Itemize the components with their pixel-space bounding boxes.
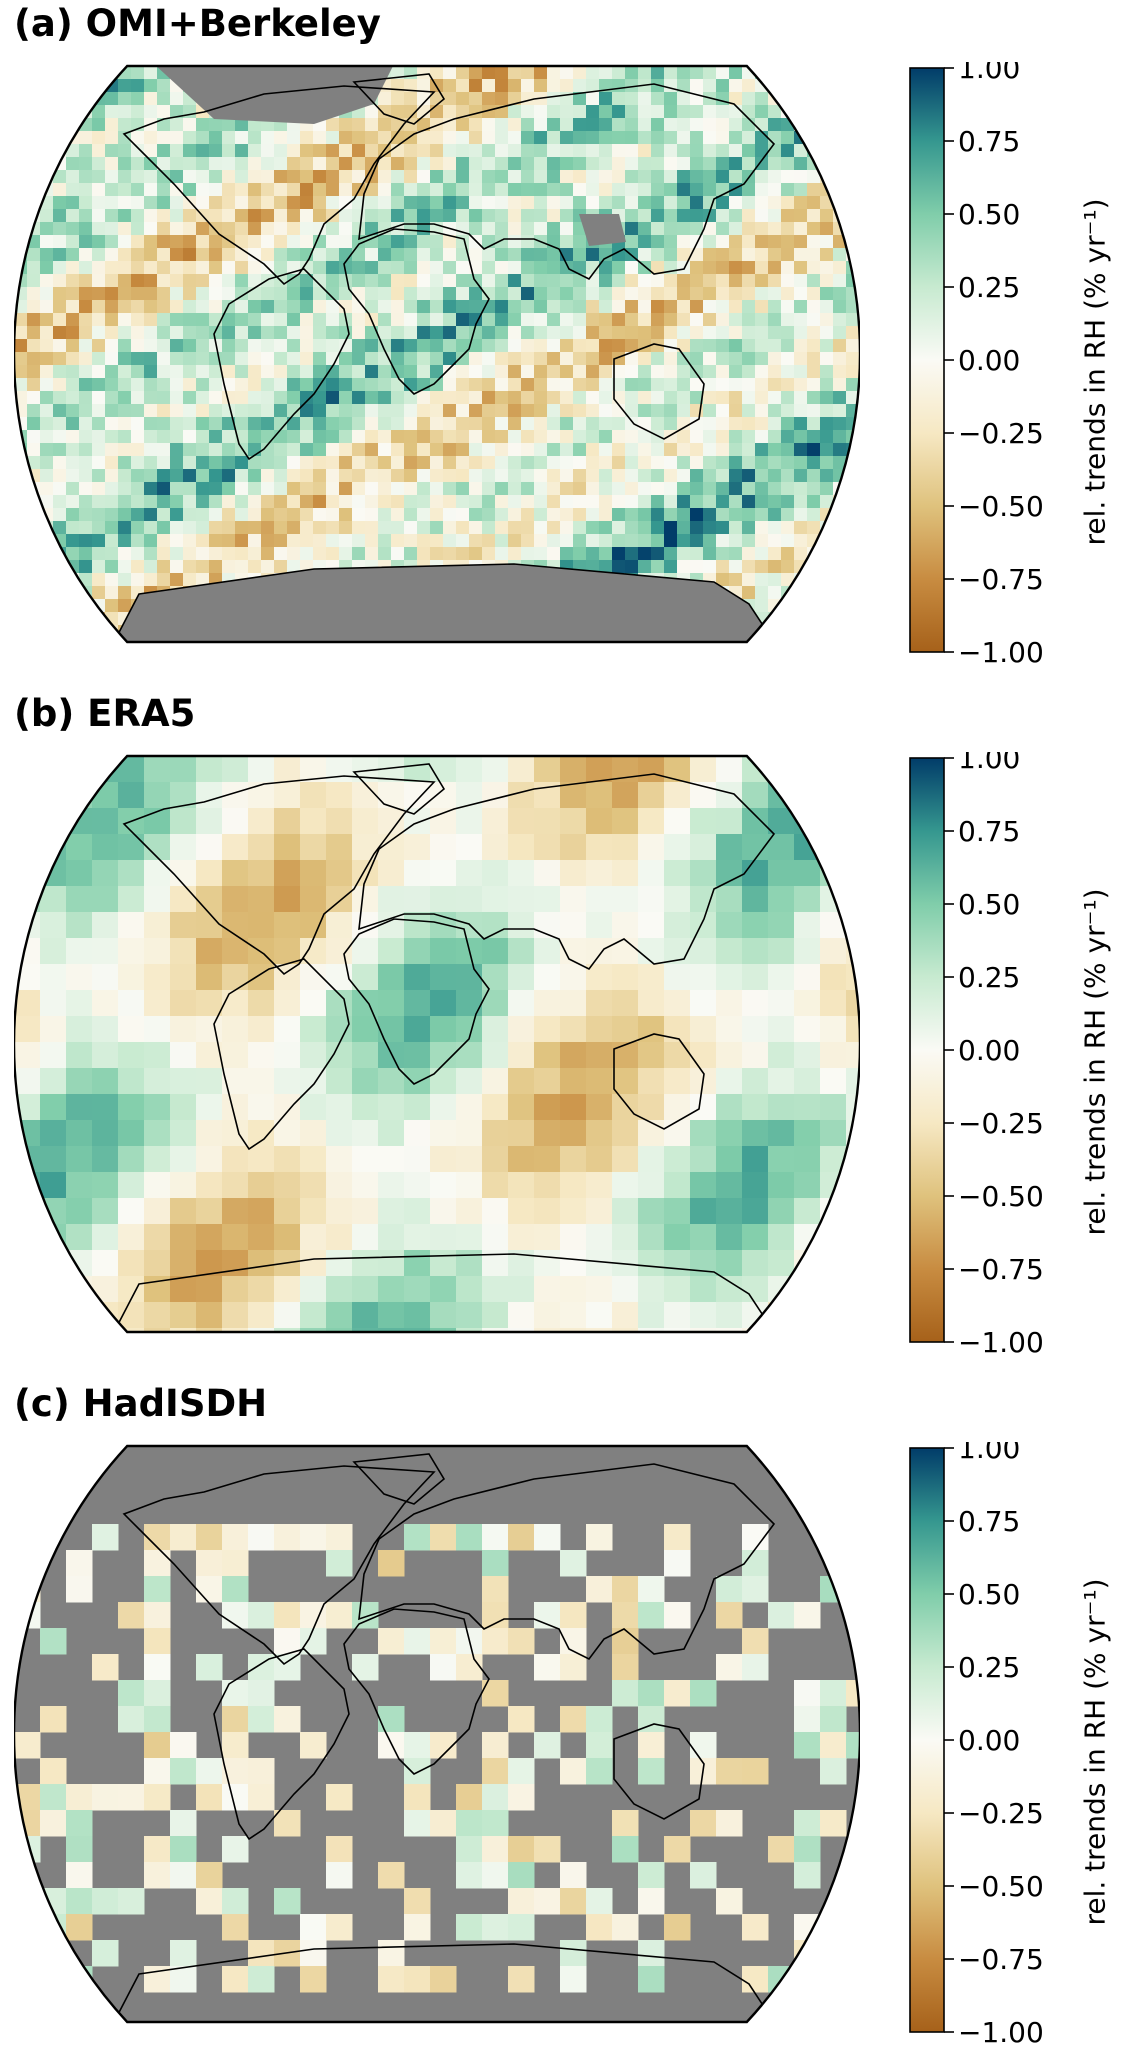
- colorbar-tick-label: 0.00: [958, 344, 1020, 377]
- colorbar-tick-label: −1.00: [958, 2016, 1044, 2046]
- colorbar-tick-label: 1.00: [958, 1442, 1020, 1465]
- colorbar-tick-label: 0.75: [958, 815, 1020, 848]
- colorbar-tick-label: −0.50: [958, 490, 1044, 523]
- panel-b-colorbar: 1.00 0.75 0.50 0.25 0.00 −0.25 −0.50 −0.75 −1.00: [909, 752, 1044, 1356]
- colorbar-tick-label: 0.75: [958, 125, 1020, 158]
- panel-a-colorbar-label: rel. trends in RH (% yr⁻¹): [1078, 198, 1112, 546]
- colorbar-tick-label: −1.00: [958, 1326, 1044, 1356]
- colorbar-tick-label: −0.25: [958, 417, 1044, 450]
- panel-b-title: (b) ERA5: [14, 692, 196, 735]
- colorbar-tick-label: −0.75: [958, 1253, 1044, 1286]
- panel-c: (c) HadISDH 1.00 0.75 0.50 0.25 0.00 −0.25 −0.…: [0, 1380, 1129, 2070]
- panel-c-map: [14, 1444, 860, 2024]
- panel-a-colorbar: 1.00 0.75 0.50 0.25 0.00 −0.25 −0.50 −0.75 −1.00: [909, 62, 1044, 666]
- colorbar-tick-label: −1.00: [958, 636, 1044, 666]
- colorbar-tick-label: −0.25: [958, 1797, 1044, 1830]
- panel-a: (a) OMI+Berkeley 1.00 0.75 0.50 0.25 0.00 −0.…: [0, 0, 1129, 690]
- colorbar-tick-label: 0.00: [958, 1034, 1020, 1067]
- colorbar-tick-label: 0.50: [958, 888, 1020, 921]
- colorbar-tick-label: −0.50: [958, 1180, 1044, 1213]
- colorbar-tick-label: 0.00: [958, 1724, 1020, 1757]
- colorbar-tick-label: −0.50: [958, 1870, 1044, 1903]
- panel-c-title: (c) HadISDH: [14, 1382, 268, 1425]
- panel-b: (b) ERA5 1.00 0.75 0.50 0.25 0.00 −0.25 −0.50 −…: [0, 690, 1129, 1380]
- colorbar-tick-label: 0.25: [958, 1651, 1020, 1684]
- colorbar-tick-label: 0.25: [958, 961, 1020, 994]
- colorbar-tick-label: −0.25: [958, 1107, 1044, 1140]
- panel-c-colorbar-label: rel. trends in RH (% yr⁻¹): [1078, 1578, 1112, 1926]
- colorbar-tick-label: −0.75: [958, 1943, 1044, 1976]
- panel-b-map: [14, 754, 860, 1334]
- colorbar-tick-label: 0.50: [958, 1578, 1020, 1611]
- panel-c-colorbar: 1.00 0.75 0.50 0.25 0.00 −0.25 −0.50 −0.75 −1.00: [909, 1442, 1044, 2046]
- panel-a-title: (a) OMI+Berkeley: [14, 2, 381, 45]
- colorbar-tick-label: −0.75: [958, 563, 1044, 596]
- colorbar-tick-label: 1.00: [958, 752, 1020, 775]
- panel-a-map: [14, 64, 860, 644]
- colorbar-tick-label: 1.00: [958, 62, 1020, 85]
- colorbar-tick-label: 0.75: [958, 1505, 1020, 1538]
- colorbar-tick-label: 0.50: [958, 198, 1020, 231]
- panel-b-colorbar-label: rel. trends in RH (% yr⁻¹): [1078, 888, 1112, 1236]
- colorbar-tick-label: 0.25: [958, 271, 1020, 304]
